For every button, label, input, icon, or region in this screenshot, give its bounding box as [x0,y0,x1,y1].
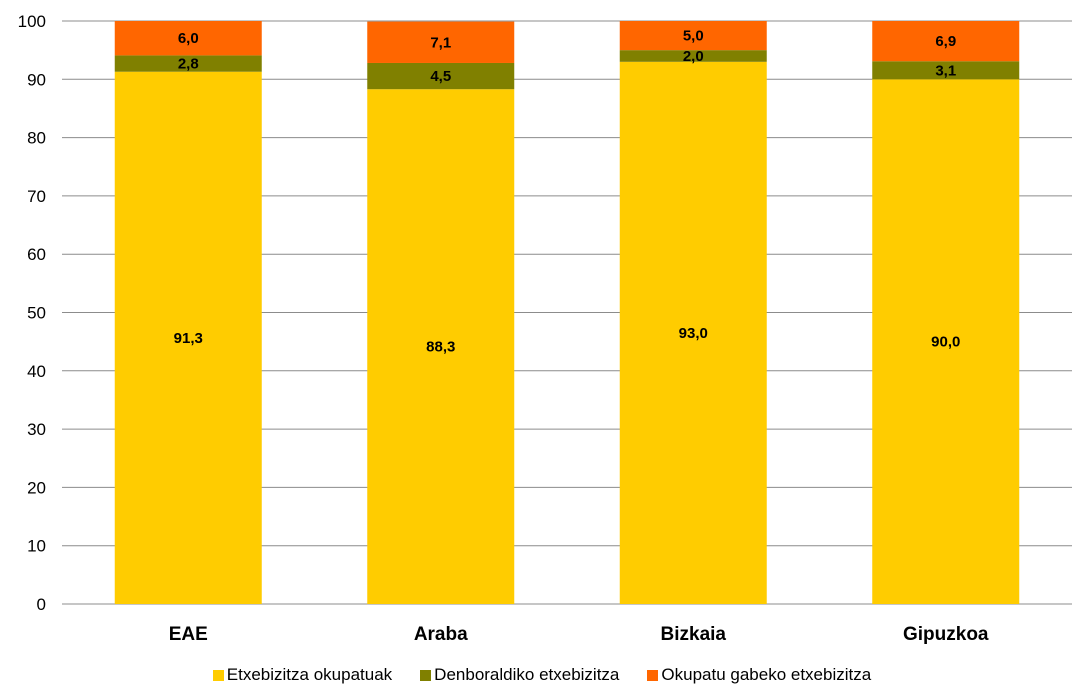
legend-item-2: Denboraldiko etxebizitza [420,662,619,688]
data-label-bizkaia-series-3: 5,0 [683,28,704,45]
y-tick-label-40: 40 [27,362,46,381]
legend-label-1: Etxebizitza okupatuak [226,665,393,684]
bar-bizkaia-series-1 [619,61,767,605]
x-axis: EAE Araba Bizkaia Gipuzkoa [169,624,989,645]
bar-gipuzkoa-series-1 [872,79,1020,605]
data-label-eae-series-3: 6,0 [178,30,199,47]
bar-eae-series-1 [114,71,262,604]
data-label-gipuzkoa-series-1: 90,0 [931,334,960,351]
y-tick-label-60: 60 [27,245,46,264]
y-tick-label-100: 100 [18,12,46,31]
legend-swatch-3 [647,669,659,681]
legend: Etxebizitza okupatuak Denboraldiko etxebi… [0,662,1084,688]
y-tick-label-20: 20 [27,478,46,497]
data-label-bizkaia-series-1: 93,0 [679,325,708,342]
legend-item-3: Okupatu gabeko etxebizitza [647,662,871,688]
legend-swatch-1 [212,669,224,681]
y-tick-label-50: 50 [27,304,46,323]
x-category-label-araba: Araba [414,624,468,645]
x-category-label-gipuzkoa: Gipuzkoa [903,624,989,645]
bar-gipuzkoa-series-2 [872,61,1020,80]
bar-araba-series-1 [367,89,515,604]
data-label-gipuzkoa-series-3: 6,9 [935,33,956,50]
y-axis: 0 10 20 30 40 50 60 70 80 90 100 [18,12,46,614]
y-tick-label-0: 0 [37,595,46,614]
data-label-eae-series-1: 91,3 [174,330,203,347]
bars: 91,3 2,8 6,0 88,3 4,5 7,1 93,0 2,0 5,0 90,0 3,1 6,9 [114,21,1020,605]
bar-araba-series-2 [367,62,515,90]
bar-eae-series-2 [114,55,262,72]
data-label-eae-series-2: 2,8 [178,56,199,73]
legend-item-1: Etxebizitza okupatuak [212,662,393,688]
data-label-gipuzkoa-series-2: 3,1 [935,62,956,79]
bar-bizkaia-series-3 [619,21,767,51]
x-category-label-bizkaia: Bizkaia [661,624,727,645]
data-label-araba-series-3: 7,1 [430,34,451,51]
y-tick-label-80: 80 [27,129,46,148]
legend-label-2: Denboraldiko etxebizitza [434,665,620,684]
y-tick-label-10: 10 [27,537,46,556]
bar-gipuzkoa-series-3 [872,21,1020,62]
y-tick-label-30: 30 [27,420,46,439]
stacked-bar-chart: 0 10 20 30 40 50 60 70 80 90 100 91,3 2,8 6,0 88,3 4,5… [18,12,1072,645]
y-tick-label-90: 90 [27,70,46,89]
data-label-bizkaia-series-2: 2,0 [683,48,704,65]
bar-eae-series-3 [114,21,262,56]
legend-swatch-2 [420,669,432,681]
y-tick-label-70: 70 [27,187,46,206]
legend-label-3: Okupatu gabeko etxebizitza [661,665,872,684]
bar-bizkaia-series-2 [619,50,767,62]
data-label-araba-series-1: 88,3 [426,339,455,356]
bar-araba-series-3 [367,21,515,63]
x-category-label-eae: EAE [169,624,208,645]
data-label-araba-series-2: 4,5 [430,68,451,85]
